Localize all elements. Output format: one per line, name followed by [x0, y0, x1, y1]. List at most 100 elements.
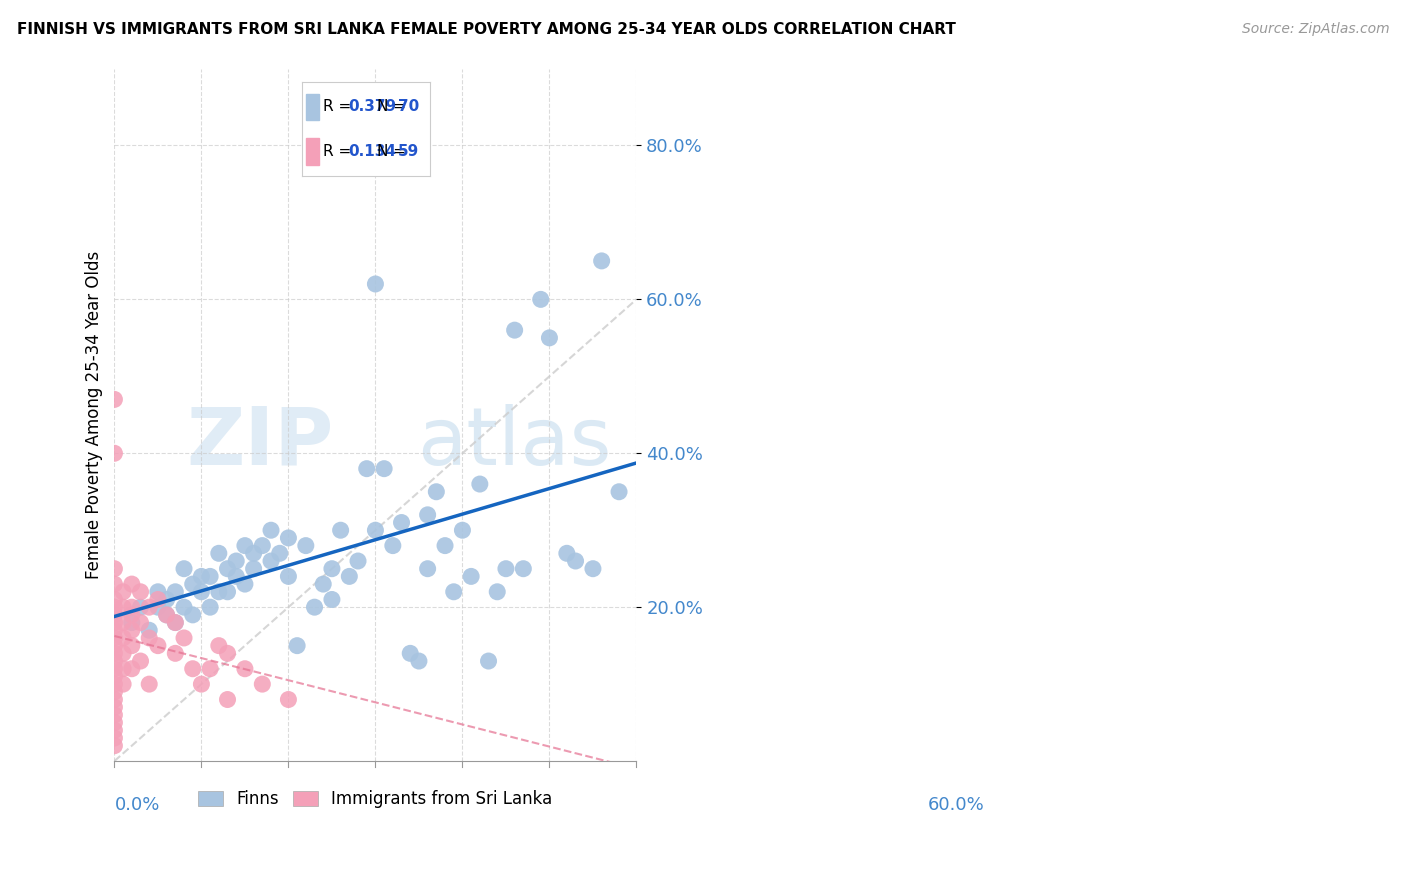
Point	[530, 293, 553, 307]
Point	[582, 562, 605, 576]
Point	[477, 654, 499, 668]
Point	[129, 600, 152, 615]
Point	[416, 508, 439, 522]
Point	[103, 562, 125, 576]
Point	[252, 677, 274, 691]
Point	[103, 446, 125, 460]
Point	[103, 707, 125, 722]
Point	[364, 277, 387, 291]
Point	[295, 539, 318, 553]
Point	[138, 624, 160, 638]
Text: Source: ZipAtlas.com: Source: ZipAtlas.com	[1241, 22, 1389, 37]
Point	[129, 584, 152, 599]
Point	[460, 569, 482, 583]
Point	[260, 554, 283, 568]
Point	[233, 577, 256, 591]
Point	[103, 662, 125, 676]
Point	[138, 600, 160, 615]
Point	[121, 615, 143, 630]
Point	[538, 331, 561, 345]
Point	[198, 662, 221, 676]
Point	[416, 562, 439, 576]
Point	[564, 554, 586, 568]
Point	[103, 615, 125, 630]
Point	[103, 639, 125, 653]
Point	[242, 546, 264, 560]
Point	[173, 600, 195, 615]
Point	[112, 600, 135, 615]
Point	[399, 646, 422, 660]
Point	[146, 592, 169, 607]
Point	[165, 615, 187, 630]
Point	[555, 546, 578, 560]
Point	[156, 607, 179, 622]
Point	[103, 577, 125, 591]
Point	[260, 523, 283, 537]
Point	[121, 624, 143, 638]
Point	[277, 569, 299, 583]
Point	[321, 592, 343, 607]
Point	[312, 577, 335, 591]
Point	[198, 600, 221, 615]
Point	[190, 677, 212, 691]
Point	[190, 584, 212, 599]
Point	[468, 477, 491, 491]
Point	[121, 662, 143, 676]
Point	[165, 584, 187, 599]
Point	[165, 646, 187, 660]
Point	[112, 631, 135, 645]
Point	[321, 562, 343, 576]
Point	[121, 607, 143, 622]
Point	[103, 677, 125, 691]
Point	[103, 646, 125, 660]
Text: atlas: atlas	[418, 403, 612, 482]
Point	[103, 685, 125, 699]
Point	[173, 631, 195, 645]
Point	[269, 546, 291, 560]
Point	[503, 323, 526, 337]
Point	[304, 600, 326, 615]
Point	[112, 646, 135, 660]
Point	[103, 723, 125, 738]
Point	[337, 569, 360, 583]
Point	[208, 584, 231, 599]
Point	[103, 715, 125, 730]
Text: 60.0%: 60.0%	[928, 796, 984, 814]
Point	[512, 562, 534, 576]
Point	[156, 592, 179, 607]
Text: FINNISH VS IMMIGRANTS FROM SRI LANKA FEMALE POVERTY AMONG 25-34 YEAR OLDS CORREL: FINNISH VS IMMIGRANTS FROM SRI LANKA FEM…	[17, 22, 956, 37]
Point	[208, 639, 231, 653]
Point	[112, 615, 135, 630]
Point	[451, 523, 474, 537]
Point	[190, 569, 212, 583]
Point	[156, 607, 179, 622]
Point	[347, 554, 370, 568]
Point	[329, 523, 352, 537]
Point	[146, 639, 169, 653]
Y-axis label: Female Poverty Among 25-34 Year Olds: Female Poverty Among 25-34 Year Olds	[86, 251, 103, 579]
Point	[165, 615, 187, 630]
Point	[121, 639, 143, 653]
Point	[225, 569, 247, 583]
Point	[233, 662, 256, 676]
Point	[103, 592, 125, 607]
Point	[217, 692, 239, 706]
Point	[233, 539, 256, 553]
Point	[425, 484, 447, 499]
Point	[285, 639, 308, 653]
Point	[112, 677, 135, 691]
Point	[242, 562, 264, 576]
Point	[364, 523, 387, 537]
Point	[217, 562, 239, 576]
Point	[146, 584, 169, 599]
Point	[112, 662, 135, 676]
Point	[217, 646, 239, 660]
Point	[181, 607, 204, 622]
Point	[391, 516, 413, 530]
Point	[277, 531, 299, 545]
Point	[103, 600, 125, 615]
Point	[103, 700, 125, 714]
Point	[591, 253, 613, 268]
Point	[121, 600, 143, 615]
Point	[138, 677, 160, 691]
